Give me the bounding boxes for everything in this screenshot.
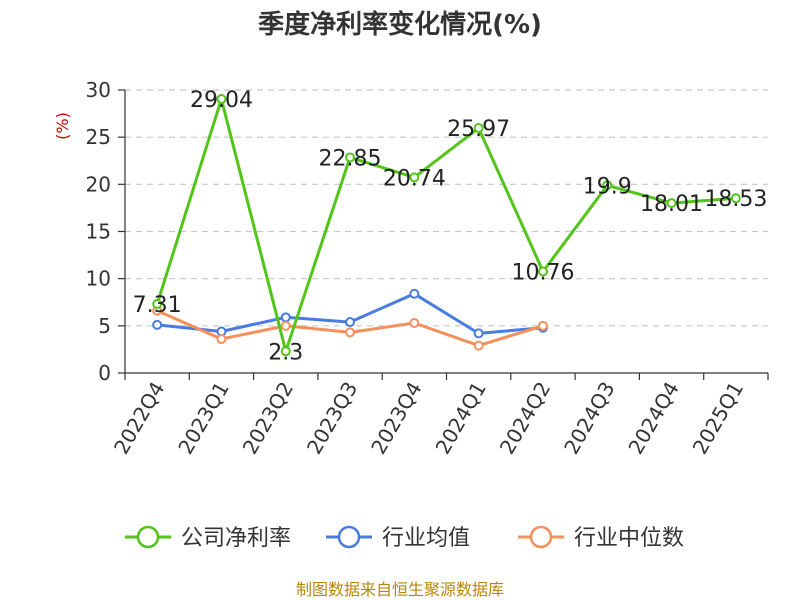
y-tick-label: 20	[86, 172, 111, 196]
axes: 0 5 10 15 20 25 30 2022Q4 2023Q1 2023Q2 2023Q3 2023…	[86, 78, 769, 459]
source-note: 制图数据来自恒生聚源数据库	[296, 580, 504, 599]
x-tick-label: 2024Q1	[431, 378, 491, 459]
legend-label: 行业中位数	[574, 526, 684, 551]
legend: 公司净利率 行业均值 行业中位数	[125, 525, 684, 551]
data-point	[537, 320, 548, 331]
x-tick-label: 2023Q3	[302, 378, 362, 459]
data-point	[280, 312, 291, 323]
data-label: 20.74	[383, 166, 446, 191]
data-point	[473, 328, 484, 339]
data-point	[473, 123, 484, 134]
data-point	[473, 340, 484, 351]
data-point	[152, 299, 163, 310]
legend-label: 公司净利率	[181, 526, 291, 551]
legend-marker	[529, 525, 553, 549]
data-point	[152, 319, 163, 330]
data-point	[345, 152, 356, 163]
data-label: 18.53	[704, 187, 767, 212]
y-tick-label: 15	[86, 220, 111, 244]
y-axis-label: (%)	[53, 112, 72, 140]
legend-label: 行业均值	[382, 526, 470, 551]
data-label: 29.04	[190, 88, 253, 113]
legend-marker	[136, 525, 160, 549]
data-point	[409, 172, 420, 183]
grid-lines	[125, 89, 768, 327]
series-group	[152, 94, 741, 357]
data-point	[666, 198, 677, 209]
x-tick-label: 2023Q4	[366, 378, 426, 459]
data-point	[345, 327, 356, 338]
data-point	[602, 180, 613, 191]
data-point	[537, 266, 548, 277]
legend-marker	[337, 525, 361, 549]
x-tick-label: 2024Q3	[559, 378, 619, 459]
data-point	[730, 193, 741, 204]
x-tick-label: 2023Q2	[238, 378, 298, 459]
data-label: 7.31	[133, 293, 182, 318]
data-point	[216, 334, 227, 345]
data-point	[280, 346, 291, 357]
data-point	[216, 94, 227, 105]
x-tick-label: 2022Q4	[109, 378, 169, 459]
x-tick-label: 2024Q4	[623, 378, 683, 459]
data-label: 18.01	[640, 192, 703, 217]
data-label: 10.76	[511, 260, 574, 285]
series-line	[155, 97, 737, 353]
data-point	[280, 320, 291, 331]
data-point	[345, 317, 356, 328]
data-label: 25.97	[447, 117, 510, 142]
data-point	[409, 288, 420, 299]
x-tick-label: 2025Q1	[688, 378, 748, 459]
data-label: 22.85	[319, 146, 382, 171]
x-tick-label: 2023Q1	[173, 378, 233, 459]
data-point	[409, 318, 420, 329]
chart-title: 季度净利率变化情况(%)	[258, 9, 542, 40]
data-label: 19.9	[583, 174, 632, 199]
x-tick-label: 2024Q2	[495, 378, 555, 459]
y-tick-label: 25	[86, 125, 111, 149]
data-label: 2.3	[268, 340, 303, 365]
y-tick-label: 5	[98, 314, 111, 338]
y-tick-label: 30	[86, 78, 111, 102]
y-tick-label: 0	[98, 361, 111, 385]
y-tick-label: 10	[86, 267, 111, 291]
